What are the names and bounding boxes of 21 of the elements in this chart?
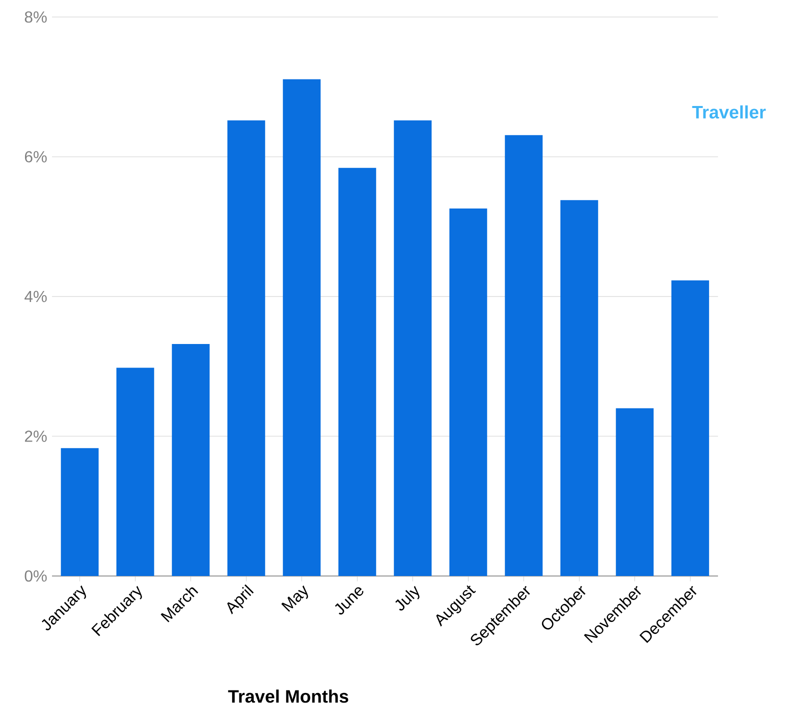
bar: [172, 344, 210, 576]
bar: [394, 120, 432, 576]
bar: [338, 168, 376, 576]
bar: [60, 448, 99, 576]
bar: [504, 135, 543, 576]
x-axis-title: Travel Months: [228, 690, 348, 703]
y-tick-label: 6%: [24, 151, 47, 162]
bar: [560, 200, 598, 576]
bar: [616, 408, 654, 576]
x-tick-label: May: [281, 585, 308, 612]
bar: [671, 280, 710, 576]
x-tick-label: July: [395, 586, 420, 611]
bar: [449, 208, 488, 576]
annotation: Traveller: [692, 105, 766, 119]
bar: [227, 120, 266, 576]
y-tick-label: 8%: [24, 11, 47, 23]
y-tick-label: 2%: [24, 430, 47, 442]
y-tick-label: 4%: [24, 290, 47, 302]
bar: [282, 79, 321, 576]
bar: [116, 368, 154, 576]
y-tick-label: 0%: [24, 570, 47, 582]
